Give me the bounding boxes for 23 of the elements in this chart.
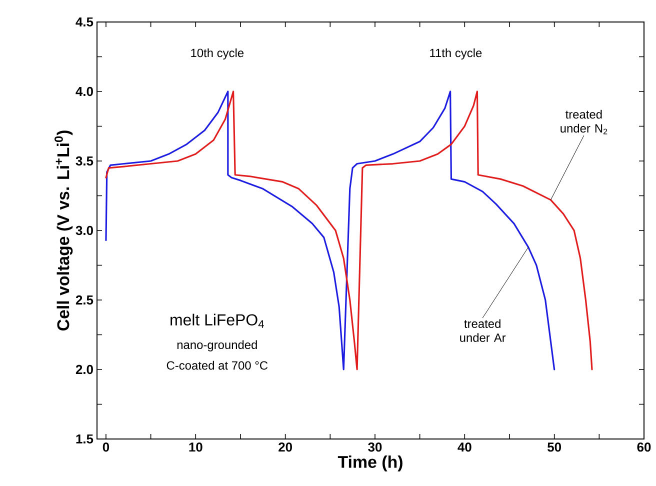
x-tick-label: 20: [278, 442, 292, 452]
annotation: treated under N$_{2}$: [560, 110, 608, 134]
x-tick-label: 40: [458, 442, 472, 452]
annotation: C-coated at 700 °C: [166, 360, 268, 370]
x-tick-label: 50: [548, 442, 561, 452]
annotation: treated under Ar: [460, 319, 506, 342]
y-tick-label: 4.0: [76, 86, 93, 96]
annotation: 11th cycle: [430, 48, 482, 60]
y-tick-label: 3.0: [76, 226, 93, 236]
y-tick-label: 3.5: [76, 156, 94, 166]
x-tick-label: 60: [637, 442, 651, 452]
y-tick-label: 2.0: [76, 364, 93, 374]
annotation: nano-grounded: [177, 340, 257, 352]
annotation: melt LiFePO$_{4}$: [170, 314, 264, 328]
x-tick-label: 10: [189, 442, 202, 452]
y-tick-label: 4.5: [76, 17, 94, 27]
y-tick-label: 1.5: [76, 434, 94, 444]
x-axis-title: Time (h): [338, 456, 402, 472]
x-tick-label: 0: [102, 442, 110, 452]
annotation: 10th cycle: [191, 48, 244, 60]
y-axis-title: Cell voltage (V vs. Li$^{+}$Li$^{0}$): [54, 130, 73, 331]
x-tick-label: 30: [368, 442, 382, 452]
y-tick-label: 2.5: [76, 295, 94, 305]
